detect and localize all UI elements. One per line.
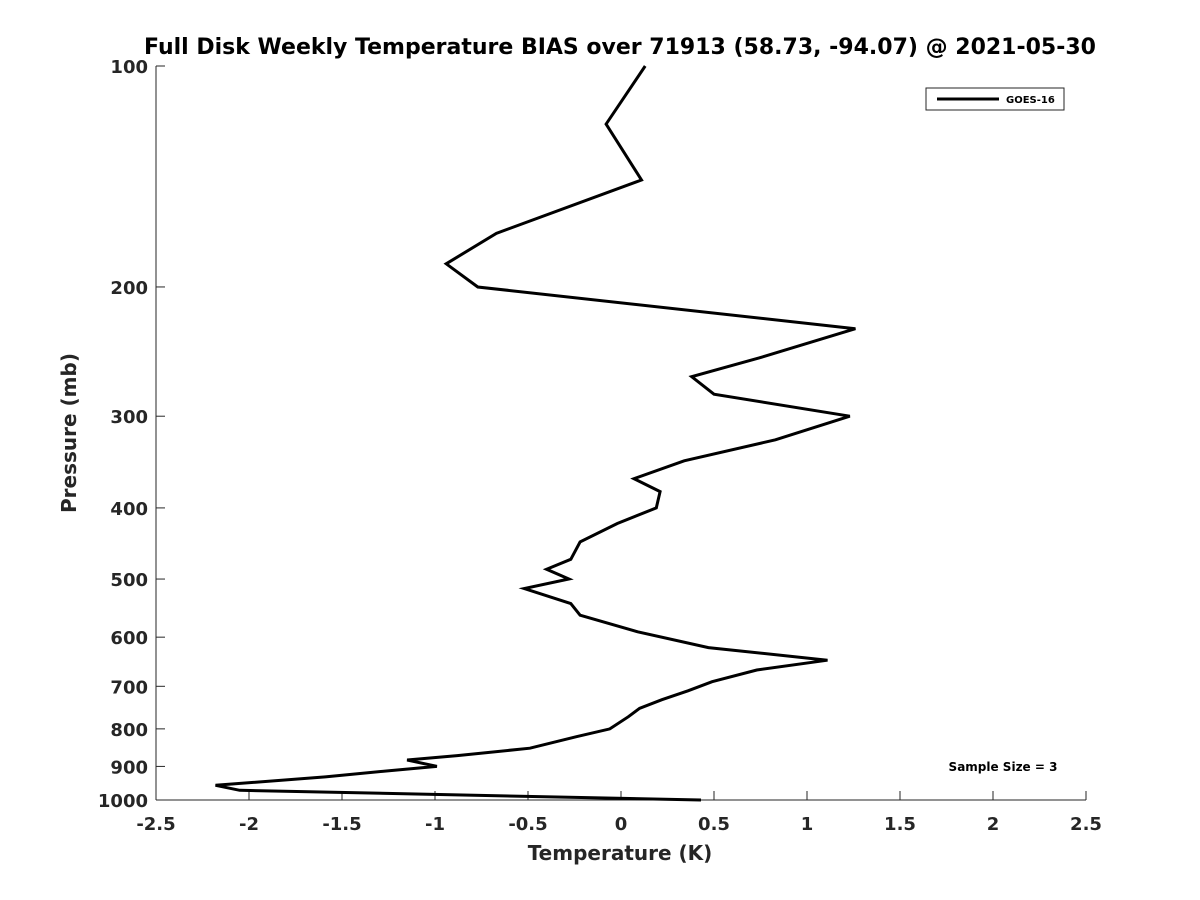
y-tick-label: 200	[110, 278, 148, 299]
x-tick-label: -1.5	[322, 814, 361, 835]
y-tick-label: 1000	[98, 791, 148, 812]
x-tick-label: 1.5	[884, 814, 916, 835]
x-tick-label: 0	[615, 814, 628, 835]
chart-title: Full Disk Weekly Temperature BIAS over 7…	[144, 35, 1096, 60]
y-tick-label: 600	[110, 628, 148, 649]
x-tick-label: -0.5	[508, 814, 547, 835]
x-tick-label: 0.5	[698, 814, 730, 835]
y-tick-label: 900	[110, 757, 148, 778]
y-tick-label: 800	[110, 720, 148, 741]
x-tick-label: 2	[987, 814, 1000, 835]
x-axis-label: Temperature (K)	[528, 841, 713, 865]
sample-size-annotation: Sample Size = 3	[949, 760, 1058, 774]
legend: GOES-16	[925, 87, 1065, 111]
x-tick-label: 1	[801, 814, 814, 835]
y-tick-label: 700	[110, 677, 148, 698]
x-tick-label: -2	[239, 814, 259, 835]
y-tick-label: 300	[110, 407, 148, 428]
y-tick-label: 500	[110, 570, 148, 591]
plot-area: -2.5 -2 -1.5 -1 -0.5 0 0.5 1 1.5 2 2.5 100 200 300 400…	[98, 57, 1102, 835]
y-tick-label: 100	[110, 57, 148, 78]
y-tick-label: 400	[110, 499, 148, 520]
x-tick-label: -2.5	[136, 814, 175, 835]
x-tick-label: 2.5	[1070, 814, 1102, 835]
x-tick-label: -1	[425, 814, 445, 835]
y-axis-label: Pressure (mb)	[57, 353, 81, 513]
series-line-goes-16	[215, 65, 856, 802]
legend-label: GOES-16	[1006, 95, 1055, 106]
